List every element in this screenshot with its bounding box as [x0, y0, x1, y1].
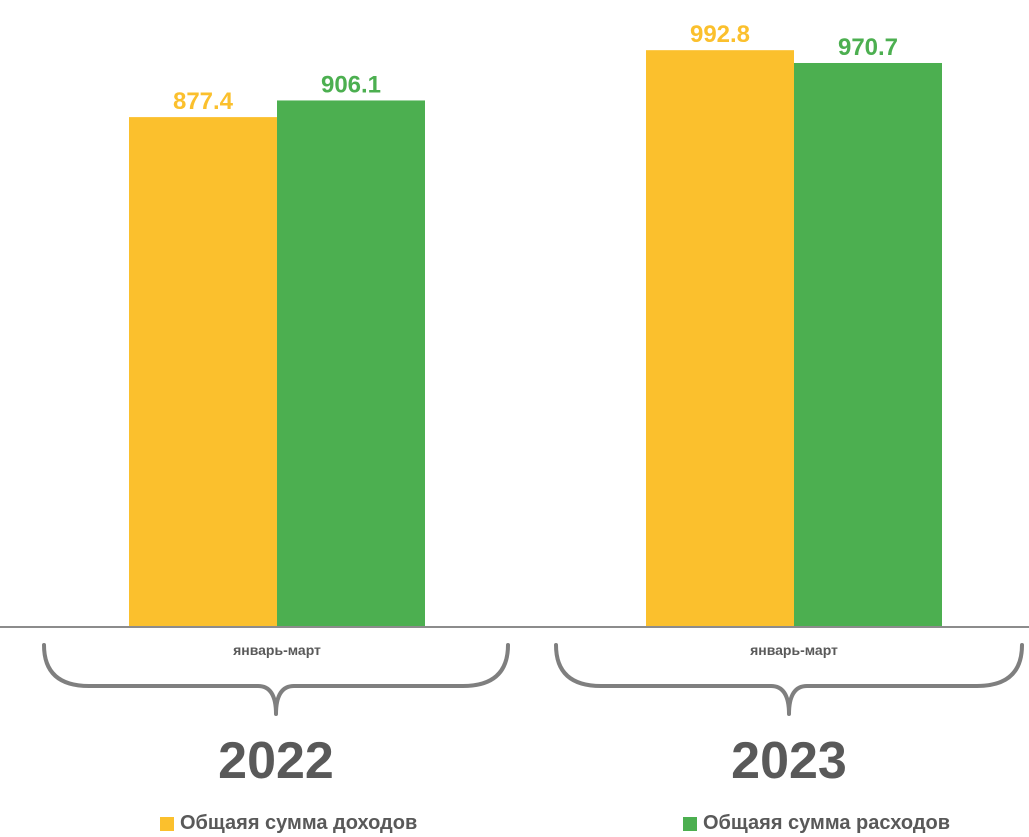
- data-label-2022-series-1: 877.4: [173, 88, 234, 115]
- data-label-2023-series-1: 992.8: [690, 21, 750, 48]
- legend-swatch-income: [160, 816, 174, 831]
- bar-2022-series-1: [129, 117, 277, 626]
- legend-label-expenses: Общаяя сумма расходов: [703, 812, 951, 834]
- data-label-2022-series-2: 906.1: [321, 71, 381, 98]
- data-label-2023-series-2: 970.7: [838, 34, 898, 61]
- legend-label-income: Общаяя сумма доходов: [180, 812, 418, 834]
- legend-item-income: Общаяя сумма доходов: [160, 812, 417, 835]
- category-label-2022: январь-март: [233, 642, 321, 658]
- bar-2023-series-1: [646, 50, 794, 626]
- category-label-2023: январь-март: [750, 642, 838, 658]
- brace-2023: [554, 643, 1024, 716]
- year-label-2023: 2023: [731, 732, 847, 790]
- bar-2022-series-2: [277, 100, 425, 627]
- brace-2022: [42, 643, 510, 716]
- year-label-2022: 2022: [218, 732, 334, 790]
- legend-swatch-expenses: [683, 816, 697, 831]
- bar-2023-series-2: [794, 62, 942, 626]
- legend-item-expenses: Общаяя сумма расходов: [683, 812, 950, 835]
